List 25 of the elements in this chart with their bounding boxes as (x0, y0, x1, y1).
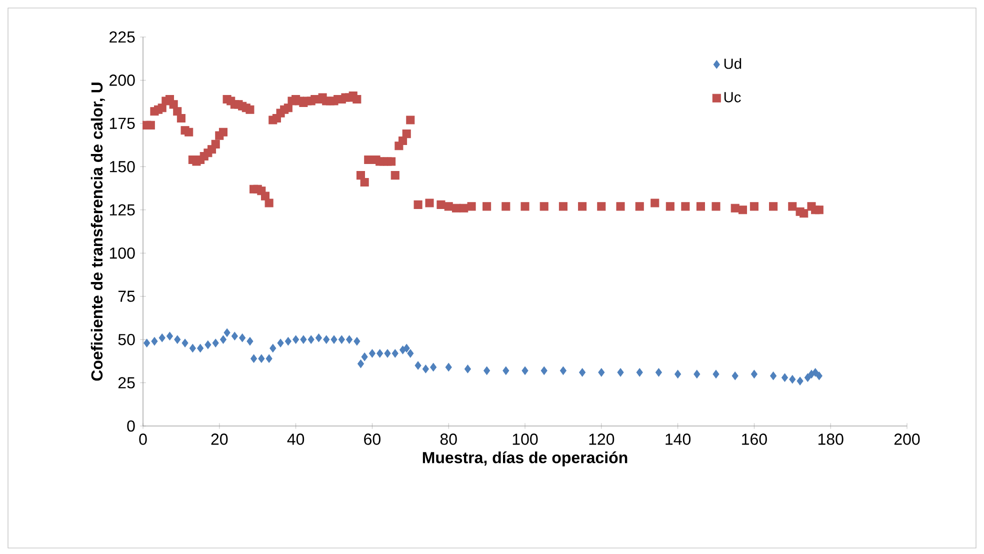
y-axis-title: Coeficiente de transferencia de calor, U (90, 82, 105, 381)
x-tick-label: 20 (211, 434, 228, 445)
x-tick-label: 0 (139, 434, 147, 445)
legend-label: Uc (724, 92, 741, 102)
x-tick-label: 200 (894, 434, 920, 445)
y-tick-label: 100 (110, 247, 135, 259)
y-tick-label: 225 (110, 31, 135, 43)
y-tick-label: 150 (110, 161, 135, 172)
x-tick-label: 100 (512, 434, 538, 445)
x-tick-label: 60 (364, 434, 380, 445)
legend-label: Ud (724, 58, 742, 69)
x-axis-title: Muestra, días de operación (422, 451, 628, 466)
y-tick-label: 25 (118, 377, 135, 388)
y-tick-label: 0 (127, 420, 135, 432)
x-tick-label: 40 (287, 434, 304, 445)
x-tick-label: 140 (666, 434, 691, 445)
x-tick-label: 120 (589, 434, 614, 445)
x-tick-label: 180 (818, 434, 844, 445)
y-tick-label: 200 (110, 74, 135, 86)
y-tick-label: 50 (118, 334, 135, 346)
y-tick-label: 125 (110, 204, 135, 216)
x-tick-label: 80 (440, 434, 457, 445)
y-tick-label: 175 (110, 118, 135, 130)
x-tick-label: 160 (742, 434, 767, 445)
y-tick-label: 75 (118, 290, 135, 302)
